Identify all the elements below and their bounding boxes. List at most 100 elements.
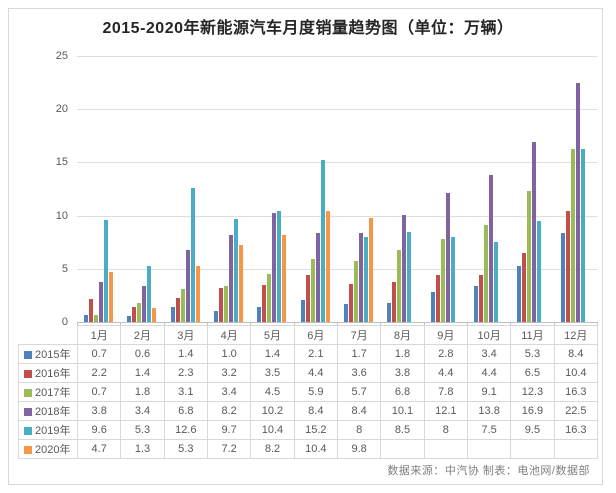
month-header-7月: 7月 <box>336 325 382 345</box>
value-cell-2017年-4月: 3.4 <box>206 382 252 402</box>
value-cell-2018年-2月: 3.4 <box>120 401 165 421</box>
bar-2018年-6月 <box>315 232 320 322</box>
legend-swatch-2018年 <box>24 408 32 416</box>
x-axis-tick <box>163 322 165 326</box>
bar-2015年-12月 <box>560 232 565 322</box>
bar-2016年-3月 <box>175 297 180 322</box>
month-header-3月: 3月 <box>163 325 208 345</box>
value-cell-2015年-9月: 2.8 <box>423 344 468 364</box>
value-cell-2015年-1月: 0.7 <box>76 344 122 364</box>
bar-group-4月 <box>207 56 250 322</box>
value-cell-2018年-8月: 10.1 <box>380 401 425 421</box>
value-cell-2019年-12月: 16.3 <box>553 420 599 440</box>
bar-2017年-4月 <box>224 285 229 322</box>
bar-2020年-3月 <box>195 265 200 322</box>
value-cell-2020年-12月 <box>553 439 599 459</box>
bar-series-container <box>77 56 597 322</box>
value-cell-2020年-10月 <box>466 439 512 459</box>
bar-2016年-7月 <box>349 283 354 322</box>
value-cell-2016年-12月: 10.4 <box>553 363 599 383</box>
bar-2018年-1月 <box>99 281 104 322</box>
value-cell-2018年-7月: 8.4 <box>336 401 382 421</box>
value-cell-2020年-6月: 10.4 <box>293 439 338 459</box>
bar-2015年-10月 <box>474 285 479 322</box>
value-cell-2017年-1月: 0.7 <box>76 382 122 402</box>
legend-swatch-2020年 <box>24 446 32 454</box>
month-header-6月: 6月 <box>293 325 338 345</box>
value-cell-2020年-1月: 4.7 <box>76 439 122 459</box>
bar-2015年-1月 <box>84 314 89 322</box>
x-axis-tick <box>120 322 122 326</box>
bar-2017年-12月 <box>570 148 575 322</box>
month-header-11月: 11月 <box>510 325 555 345</box>
bar-2018年-9月 <box>445 193 450 322</box>
bar-2015年-3月 <box>170 307 175 322</box>
value-cell-2020年-9月 <box>423 439 468 459</box>
value-cell-2019年-5月: 10.4 <box>250 420 295 440</box>
x-axis-tick <box>337 322 338 326</box>
bar-2018年-2月 <box>142 285 147 322</box>
table-corner-cell <box>18 325 78 345</box>
value-cell-2020年-7月: 9.8 <box>336 439 382 459</box>
bar-group-3月 <box>164 56 207 322</box>
bar-group-9月 <box>424 56 467 322</box>
legend-cell-2016年: 2016年 <box>18 363 78 383</box>
value-cell-2016年-1月: 2.2 <box>76 363 122 383</box>
bar-2016年-6月 <box>305 275 310 322</box>
bar-2016年-9月 <box>435 275 440 322</box>
source-credit: 数据来源：中汽协 制表：电池网/数据部 <box>387 465 590 477</box>
x-axis-tick <box>510 322 512 326</box>
bar-2017年-10月 <box>484 225 489 322</box>
value-cell-2015年-7月: 1.7 <box>336 344 382 364</box>
value-cell-2020年-4月: 7.2 <box>206 439 252 459</box>
month-header-12月: 12月 <box>553 325 599 345</box>
value-cell-2016年-4月: 3.2 <box>206 363 252 383</box>
bar-2019年-5月 <box>277 211 282 322</box>
value-cell-2018年-1月: 3.8 <box>76 401 122 421</box>
legend-cell-2020年: 2020年 <box>18 439 78 459</box>
table-row-2018年: 2018年 3.8 3.4 6.8 8.2 10.2 8.4 8.4 10.1 12.1 13.8 1… <box>18 401 599 421</box>
value-cell-2016年-6月: 4.4 <box>293 363 338 383</box>
legend-cell-2017年: 2017年 <box>18 382 78 402</box>
legend-swatch-2015年 <box>24 351 32 359</box>
value-cell-2020年-8月 <box>380 439 425 459</box>
legend-label-2020年: 2020年 <box>35 444 71 456</box>
value-cell-2015年-2月: 0.6 <box>120 344 165 364</box>
value-cell-2018年-6月: 8.4 <box>293 401 338 421</box>
bar-2016年-2月 <box>132 307 137 322</box>
value-cell-2020年-2月: 1.3 <box>120 439 165 459</box>
value-cell-2017年-7月: 5.7 <box>336 382 382 402</box>
data-table: 1月 2月 3月 4月 5月 6月 7月 8月 9月 10月 11月 12月 2015年 0.7 0.6 1.… <box>18 325 599 459</box>
value-cell-2017年-6月: 5.9 <box>293 382 338 402</box>
bar-2019年-2月 <box>147 265 152 322</box>
bar-2015年-4月 <box>214 311 219 322</box>
bar-2017年-11月 <box>527 191 532 322</box>
legend-cell-2015年: 2015年 <box>18 344 78 364</box>
value-cell-2020年-5月: 8.2 <box>250 439 295 459</box>
bar-2020年-6月 <box>325 211 330 322</box>
value-cell-2017年-5月: 4.5 <box>250 382 295 402</box>
value-cell-2019年-4月: 9.7 <box>206 420 252 440</box>
value-cell-2018年-3月: 6.8 <box>163 401 208 421</box>
gridline-y-10 <box>77 215 597 217</box>
bar-2019年-12月 <box>580 148 585 322</box>
bar-2018年-10月 <box>489 175 494 322</box>
x-axis-tick <box>380 322 382 326</box>
bar-group-1月 <box>77 56 120 322</box>
value-cell-2018年-4月: 8.2 <box>206 401 252 421</box>
value-cell-2015年-3月: 1.4 <box>163 344 208 364</box>
x-axis-tick <box>423 322 425 326</box>
month-header-2月: 2月 <box>120 325 165 345</box>
bar-2017年-8月 <box>397 249 402 322</box>
bar-2016年-1月 <box>89 298 94 322</box>
value-cell-2020年-3月: 5.3 <box>163 439 208 459</box>
bar-group-12月 <box>554 56 597 322</box>
month-header-10月: 10月 <box>466 325 512 345</box>
bar-2016年-5月 <box>262 284 267 322</box>
value-cell-2018年-10月: 13.8 <box>466 401 512 421</box>
value-cell-2019年-6月: 15.2 <box>293 420 338 440</box>
bar-group-11月 <box>510 56 553 322</box>
bar-2019年-4月 <box>234 218 239 322</box>
bar-2019年-7月 <box>364 236 369 322</box>
value-cell-2017年-11月: 12.3 <box>510 382 555 402</box>
